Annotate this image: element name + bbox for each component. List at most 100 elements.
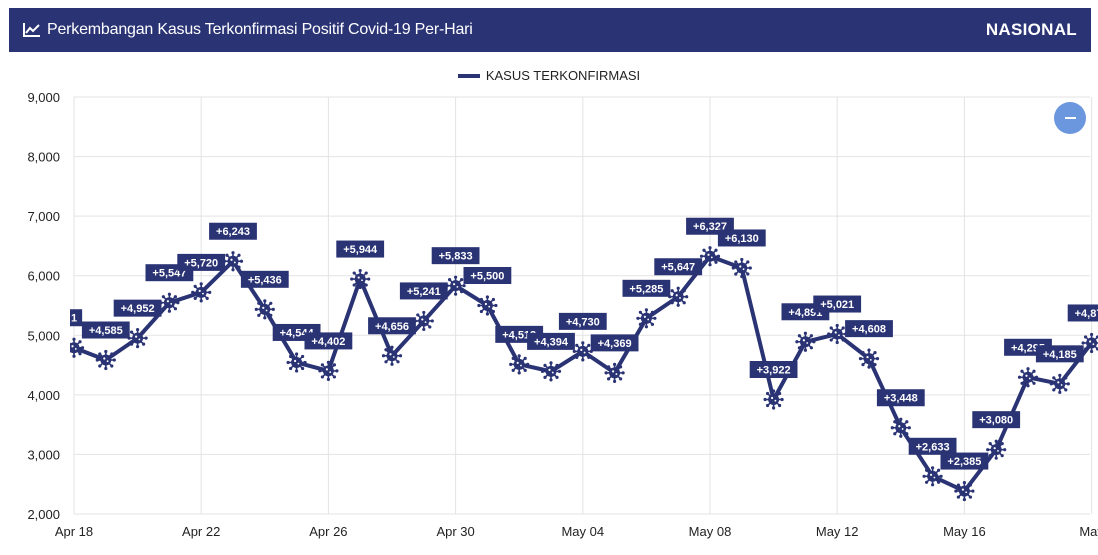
data-label-box <box>399 282 448 300</box>
data-label: +5,436 <box>240 270 289 288</box>
virus-icon <box>604 362 625 383</box>
collapse-button[interactable] <box>1054 102 1086 134</box>
line-chart-icon <box>23 23 40 37</box>
data-label-box <box>972 411 1021 429</box>
data-label-text: +4,185 <box>1043 349 1077 361</box>
virus-icon <box>731 257 752 279</box>
data-label-text: +5,021 <box>820 299 854 311</box>
virus-icon <box>763 389 784 410</box>
data-label-box <box>81 321 130 339</box>
virus-icon <box>636 308 657 329</box>
virus-icon <box>477 295 498 316</box>
data-label-text: +5,944 <box>343 244 378 256</box>
chart-title: Perkembangan Kasus Terkonfirmasi Positif… <box>47 21 473 38</box>
y-tick-label: 3,000 <box>27 447 60 462</box>
y-tick-label: 2,000 <box>27 507 60 522</box>
data-label-box <box>558 312 607 330</box>
legend[interactable]: KASUS TERKONFIRMASI <box>0 68 1098 83</box>
data-label-box <box>654 258 703 276</box>
virus-icon <box>445 275 466 296</box>
virus-icon <box>890 417 911 438</box>
data-label-box <box>940 452 989 470</box>
virus-icon <box>699 246 721 267</box>
data-label-text: +6,130 <box>725 233 759 245</box>
virus-icon <box>254 299 275 320</box>
data-label-text: +2,385 <box>947 456 981 468</box>
data-label: +5,944 <box>336 240 385 258</box>
virus-icon <box>222 251 244 272</box>
data-label: +3,922 <box>749 361 798 379</box>
virus-icon <box>318 360 339 382</box>
x-tick-label: May <box>1079 524 1098 539</box>
data-label-text: +4,730 <box>566 316 600 328</box>
data-label-box <box>209 222 257 240</box>
data-label-box <box>431 247 480 265</box>
x-tick-label: Apr 26 <box>309 524 347 539</box>
data-label-text: +3,922 <box>757 365 791 377</box>
data-label-text: +4,369 <box>598 338 632 350</box>
y-tick-label: 8,000 <box>27 150 60 165</box>
data-label-box <box>1067 304 1098 322</box>
virus-icon <box>1081 332 1098 354</box>
x-tick-label: Apr 30 <box>436 524 474 539</box>
data-label-box <box>336 240 385 258</box>
data-label-box <box>876 389 925 407</box>
y-tick-label: 5,000 <box>27 328 60 343</box>
data-label-box <box>113 299 162 317</box>
data-label: +4,730 <box>558 312 607 330</box>
data-label: +3,080 <box>972 411 1021 429</box>
minus-icon <box>1064 117 1076 119</box>
virus-icon <box>827 323 848 345</box>
data-label-box <box>845 320 893 338</box>
legend-swatch <box>457 73 480 78</box>
data-label: +4,369 <box>590 334 639 352</box>
data-label-text: +5,285 <box>629 283 663 295</box>
virus-icon <box>795 331 816 352</box>
virus-icon <box>1017 367 1039 388</box>
data-label-box <box>622 279 671 297</box>
virus-icon <box>668 286 689 307</box>
y-tick-label: 6,000 <box>27 269 60 284</box>
data-label-text: 1 <box>71 313 77 325</box>
data-label: +4,394 <box>527 332 575 350</box>
data-label: +4,185 <box>1035 345 1084 363</box>
y-tick-label: 4,000 <box>27 388 60 403</box>
data-label-box <box>590 334 639 352</box>
data-label: +4,402 <box>304 332 353 350</box>
data-label: +5,833 <box>431 247 480 265</box>
data-label: +5,720 <box>177 253 226 271</box>
data-label-box <box>717 229 766 247</box>
data-label-text: +5,436 <box>248 274 282 286</box>
x-tick-label: Apr 22 <box>182 524 220 539</box>
data-label-box <box>304 332 353 350</box>
virus-icon <box>858 348 880 369</box>
data-label: +5,241 <box>399 282 448 300</box>
x-tick-label: May 08 <box>689 524 732 539</box>
data-label: +6,130 <box>717 229 766 247</box>
virus-icon <box>1049 373 1070 394</box>
data-label-text: +4,585 <box>89 325 123 337</box>
virus-icon <box>572 341 593 362</box>
chart-header: Perkembangan Kasus Terkonfirmasi Positif… <box>9 8 1091 52</box>
scope-label: NASIONAL <box>985 20 1077 39</box>
virus-icon <box>350 268 371 290</box>
virus-icon <box>954 480 975 502</box>
data-label-box <box>240 270 289 288</box>
data-label-text: +5,833 <box>439 251 473 263</box>
data-label: +5,285 <box>622 279 671 297</box>
data-label-text: +3,080 <box>979 415 1013 427</box>
data-label-box <box>463 267 512 284</box>
virus-icon <box>286 352 307 373</box>
virus-icon <box>540 361 562 382</box>
header-title-group: Perkembangan Kasus Terkonfirmasi Positif… <box>23 21 473 39</box>
data-label-box <box>177 253 226 271</box>
data-label: +2,633 <box>908 437 957 455</box>
data-label-text: +3,448 <box>884 393 918 405</box>
data-label-text: +5,500 <box>470 271 504 283</box>
data-label: +5,500 <box>463 267 512 284</box>
data-label: +5,647 <box>654 258 703 276</box>
data-label-text: +2,633 <box>916 441 950 453</box>
data-label-box <box>908 437 957 455</box>
legend-label: KASUS TERKONFIRMASI <box>485 68 641 83</box>
